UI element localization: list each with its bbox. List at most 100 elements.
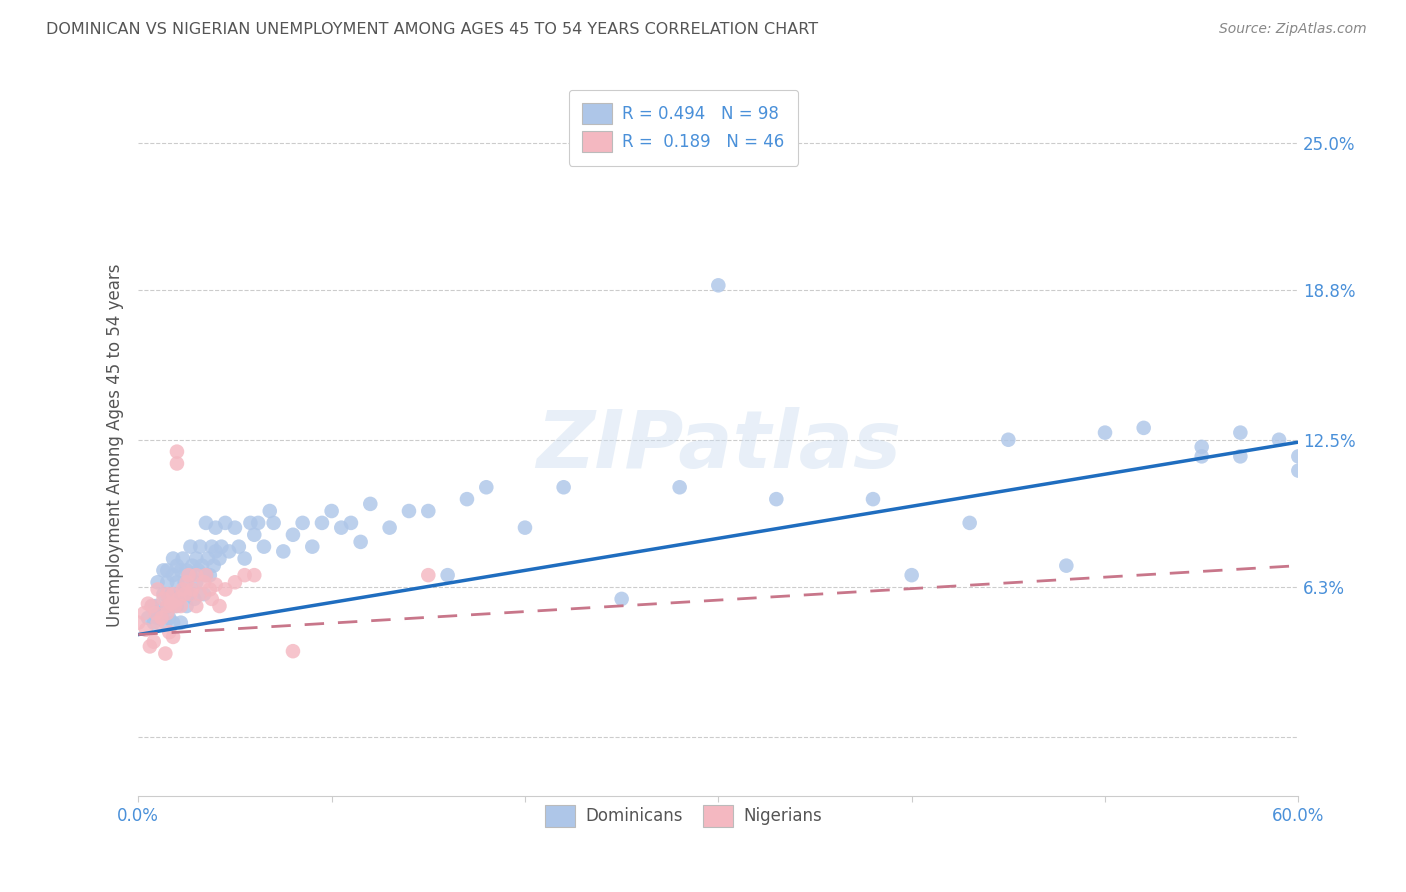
Point [193,575,215,590]
Point [271,544,294,558]
Y-axis label: Unemployment Among Ages 45 to 54 years: Unemployment Among Ages 45 to 54 years [107,264,124,627]
Point [228,540,250,554]
Point [707,278,730,293]
Point [1286,450,1309,464]
Point [243,528,266,542]
Point [1229,450,1251,464]
Point [166,457,188,471]
Point [173,575,195,590]
Point [132,606,155,620]
Point [204,521,226,535]
Point [136,611,159,625]
Point [259,504,281,518]
Point [398,504,420,518]
Point [959,516,981,530]
Point [330,521,353,535]
Point [173,587,195,601]
Point [172,587,194,601]
Point [340,516,363,530]
Point [1286,464,1309,478]
Point [176,599,198,613]
Point [198,582,221,597]
Point [610,591,633,606]
Point [186,551,208,566]
Point [197,551,219,566]
Point [186,568,208,582]
Point [201,591,224,606]
Legend: Dominicans, Nigerians: Dominicans, Nigerians [538,798,828,833]
Point [179,568,201,582]
Point [166,558,188,573]
Point [163,591,186,606]
Point [281,644,304,658]
Point [187,563,209,577]
Point [208,551,231,566]
Point [163,599,186,613]
Point [181,558,204,573]
Text: DOMINICAN VS NIGERIAN UNEMPLOYMENT AMONG AGES 45 TO 54 YEARS CORRELATION CHART: DOMINICAN VS NIGERIAN UNEMPLOYMENT AMONG… [46,22,818,37]
Point [359,497,381,511]
Point [900,568,922,582]
Point [247,516,270,530]
Point [142,634,165,648]
Point [170,615,193,630]
Point [553,480,575,494]
Point [209,540,232,554]
Point [141,599,163,613]
Point [162,568,184,582]
Point [156,575,179,590]
Point [156,587,179,601]
Point [166,599,188,613]
Point [224,521,246,535]
Point [127,615,149,630]
Point [145,599,167,613]
Point [224,575,246,590]
Point [160,597,183,611]
Point [176,563,198,577]
Point [181,582,204,597]
Point [162,551,184,566]
Point [186,575,208,590]
Point [160,587,183,601]
Point [263,516,285,530]
Point [146,575,169,590]
Point [146,611,169,625]
Point [170,563,193,577]
Point [301,540,323,554]
Point [194,568,217,582]
Point [166,444,188,458]
Point [162,615,184,630]
Point [167,587,190,601]
Point [475,480,498,494]
Point [155,615,177,630]
Point [188,540,211,554]
Point [513,521,536,535]
Point [291,516,314,530]
Point [170,599,193,613]
Point [862,492,884,507]
Point [198,568,221,582]
Point [1191,440,1213,454]
Point [1132,421,1154,435]
Point [188,587,211,601]
Point [436,568,458,582]
Point [1054,558,1077,573]
Point [418,568,440,582]
Point [146,615,169,630]
Point [191,558,214,573]
Point [152,591,174,606]
Point [162,630,184,644]
Point [157,611,180,625]
Point [668,480,690,494]
Point [179,587,201,601]
Point [157,625,180,640]
Point [243,568,266,582]
Point [204,544,226,558]
Point [418,504,440,518]
Point [194,568,217,582]
Point [179,540,201,554]
Point [1229,425,1251,440]
Point [186,599,208,613]
Point [141,599,163,613]
Point [155,647,177,661]
